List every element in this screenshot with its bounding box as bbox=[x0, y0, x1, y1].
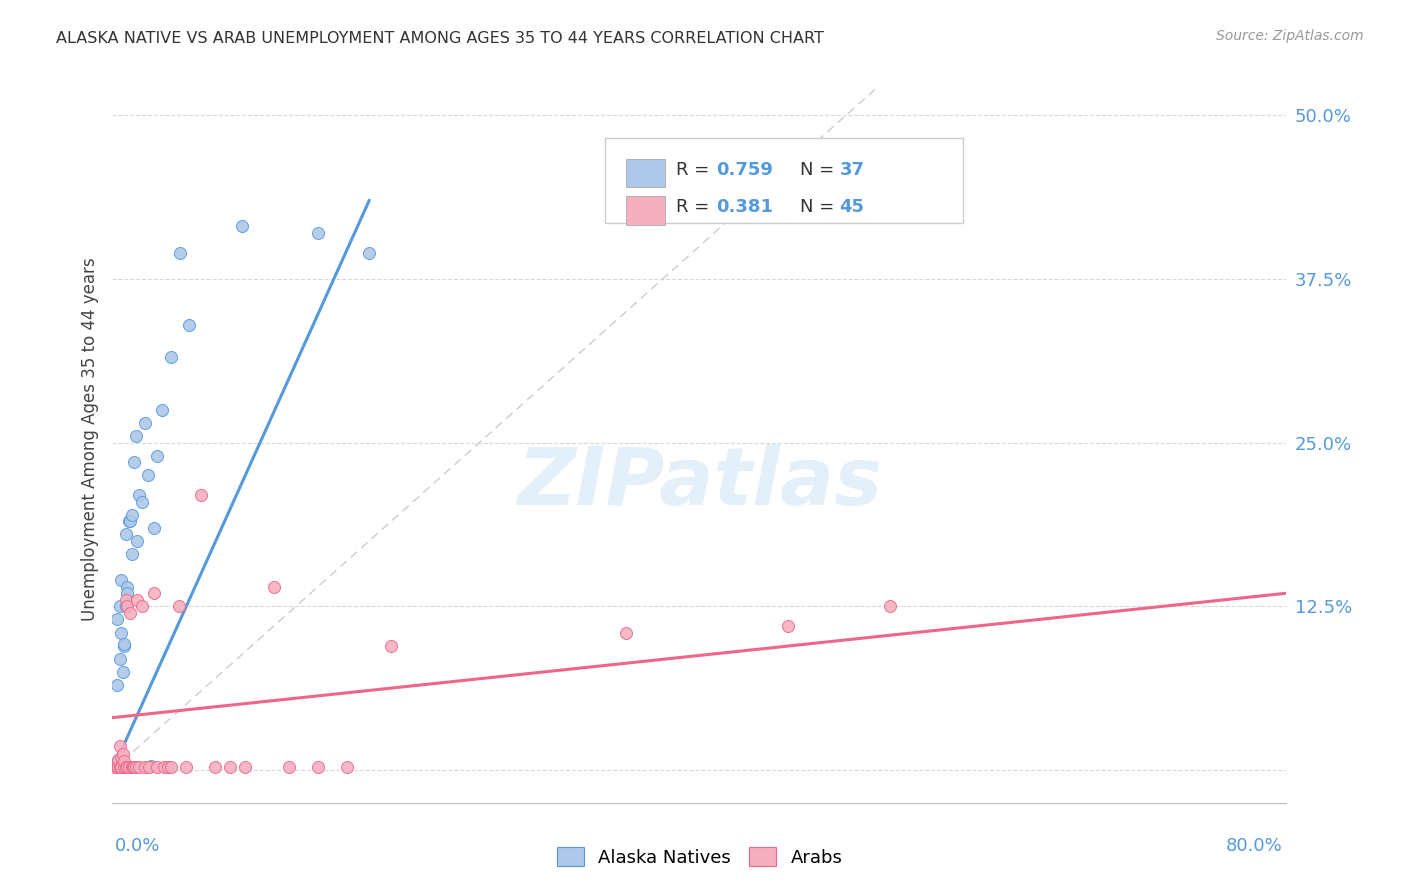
Point bbox=[115, 760, 138, 774]
Point bbox=[115, 599, 138, 614]
Point bbox=[139, 759, 162, 773]
Point bbox=[114, 760, 136, 774]
Point bbox=[110, 760, 132, 774]
Point bbox=[134, 416, 156, 430]
Point bbox=[121, 760, 143, 774]
Point bbox=[138, 760, 160, 774]
Point bbox=[117, 514, 139, 528]
Point bbox=[110, 750, 132, 764]
Point bbox=[112, 760, 135, 774]
Point bbox=[108, 651, 131, 665]
Point bbox=[160, 760, 183, 774]
Point bbox=[125, 760, 148, 774]
Point bbox=[127, 533, 149, 548]
Legend: Alaska Natives, Arabs: Alaska Natives, Arabs bbox=[550, 840, 849, 874]
Point bbox=[108, 739, 131, 754]
Text: R =: R = bbox=[676, 198, 716, 216]
Point bbox=[231, 219, 253, 234]
Point bbox=[307, 226, 329, 240]
Point bbox=[111, 759, 134, 773]
Text: ZIPatlas: ZIPatlas bbox=[517, 444, 882, 522]
Point bbox=[136, 468, 159, 483]
Point bbox=[110, 573, 132, 587]
Text: N =: N = bbox=[800, 161, 839, 178]
Text: R =: R = bbox=[676, 161, 716, 178]
Point bbox=[277, 760, 299, 774]
Point bbox=[112, 639, 135, 653]
Point bbox=[107, 760, 129, 774]
Text: Source: ZipAtlas.com: Source: ZipAtlas.com bbox=[1216, 29, 1364, 43]
Point bbox=[105, 678, 128, 692]
Point bbox=[177, 318, 200, 332]
Point bbox=[114, 592, 136, 607]
Point bbox=[108, 760, 131, 774]
Point bbox=[233, 760, 256, 774]
Point bbox=[120, 514, 142, 528]
Text: N =: N = bbox=[800, 198, 839, 216]
Point bbox=[307, 760, 329, 774]
Point bbox=[112, 754, 135, 768]
Point bbox=[145, 760, 167, 774]
Text: 45: 45 bbox=[839, 198, 865, 216]
Point bbox=[128, 488, 150, 502]
Text: 0.0%: 0.0% bbox=[115, 837, 160, 855]
Point bbox=[104, 760, 127, 774]
Point bbox=[105, 612, 128, 626]
Point bbox=[127, 592, 149, 607]
Point bbox=[359, 245, 381, 260]
Point bbox=[128, 760, 150, 774]
Point bbox=[263, 580, 285, 594]
Point bbox=[107, 753, 129, 767]
Point bbox=[125, 429, 148, 443]
Point bbox=[124, 760, 146, 774]
Point bbox=[219, 760, 242, 774]
Point bbox=[111, 747, 134, 762]
Point bbox=[153, 760, 176, 774]
Point bbox=[150, 402, 173, 417]
Point bbox=[117, 760, 139, 774]
Point bbox=[121, 547, 143, 561]
Point bbox=[108, 599, 131, 614]
Point bbox=[111, 665, 134, 679]
Point bbox=[204, 760, 226, 774]
Point bbox=[121, 508, 143, 522]
Point bbox=[145, 449, 167, 463]
Point bbox=[160, 351, 183, 365]
Text: 37: 37 bbox=[839, 161, 865, 178]
Point bbox=[169, 245, 191, 260]
Point bbox=[105, 760, 128, 774]
Point bbox=[114, 599, 136, 614]
Text: ALASKA NATIVE VS ARAB UNEMPLOYMENT AMONG AGES 35 TO 44 YEARS CORRELATION CHART: ALASKA NATIVE VS ARAB UNEMPLOYMENT AMONG… bbox=[56, 31, 824, 46]
Point bbox=[107, 753, 129, 767]
Point bbox=[114, 527, 136, 541]
Point bbox=[776, 619, 799, 633]
Text: 0.381: 0.381 bbox=[716, 198, 773, 216]
Point bbox=[131, 599, 153, 614]
Point bbox=[167, 599, 190, 614]
Point bbox=[112, 637, 135, 651]
Point bbox=[879, 599, 901, 614]
Text: 80.0%: 80.0% bbox=[1226, 837, 1282, 855]
Point bbox=[124, 455, 146, 469]
Point bbox=[122, 760, 145, 774]
Y-axis label: Unemployment Among Ages 35 to 44 years: Unemployment Among Ages 35 to 44 years bbox=[80, 258, 98, 621]
Point bbox=[115, 586, 138, 600]
Point bbox=[336, 760, 359, 774]
Point bbox=[104, 756, 127, 771]
Point bbox=[115, 580, 138, 594]
Point bbox=[134, 760, 156, 774]
Point bbox=[190, 488, 212, 502]
Point bbox=[380, 639, 402, 653]
Point bbox=[157, 760, 180, 774]
Point bbox=[174, 760, 197, 774]
Point bbox=[120, 606, 142, 620]
Point bbox=[110, 625, 132, 640]
Point bbox=[131, 494, 153, 508]
Text: 0.759: 0.759 bbox=[716, 161, 772, 178]
Point bbox=[614, 625, 637, 640]
Point bbox=[142, 521, 165, 535]
Point bbox=[142, 586, 165, 600]
